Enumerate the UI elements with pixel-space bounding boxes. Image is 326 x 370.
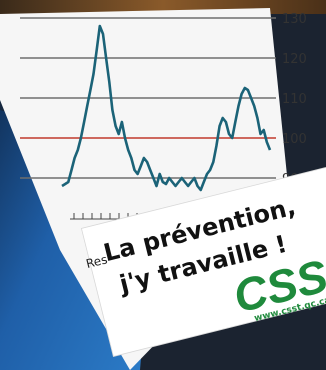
series-line: [61, 24, 272, 192]
slogan-card-background: [80, 162, 326, 357]
y-tick-label: 100: [282, 132, 307, 147]
gridlines: [20, 17, 276, 179]
y-tick-label: 120: [282, 52, 307, 67]
slogan-card: Res La prévention, j'y travaille ! CSST …: [80, 162, 326, 357]
y-tick-label: 110: [282, 92, 307, 107]
overlay-fragment: Res: [85, 252, 109, 271]
y-tick-label: 130: [282, 12, 307, 27]
